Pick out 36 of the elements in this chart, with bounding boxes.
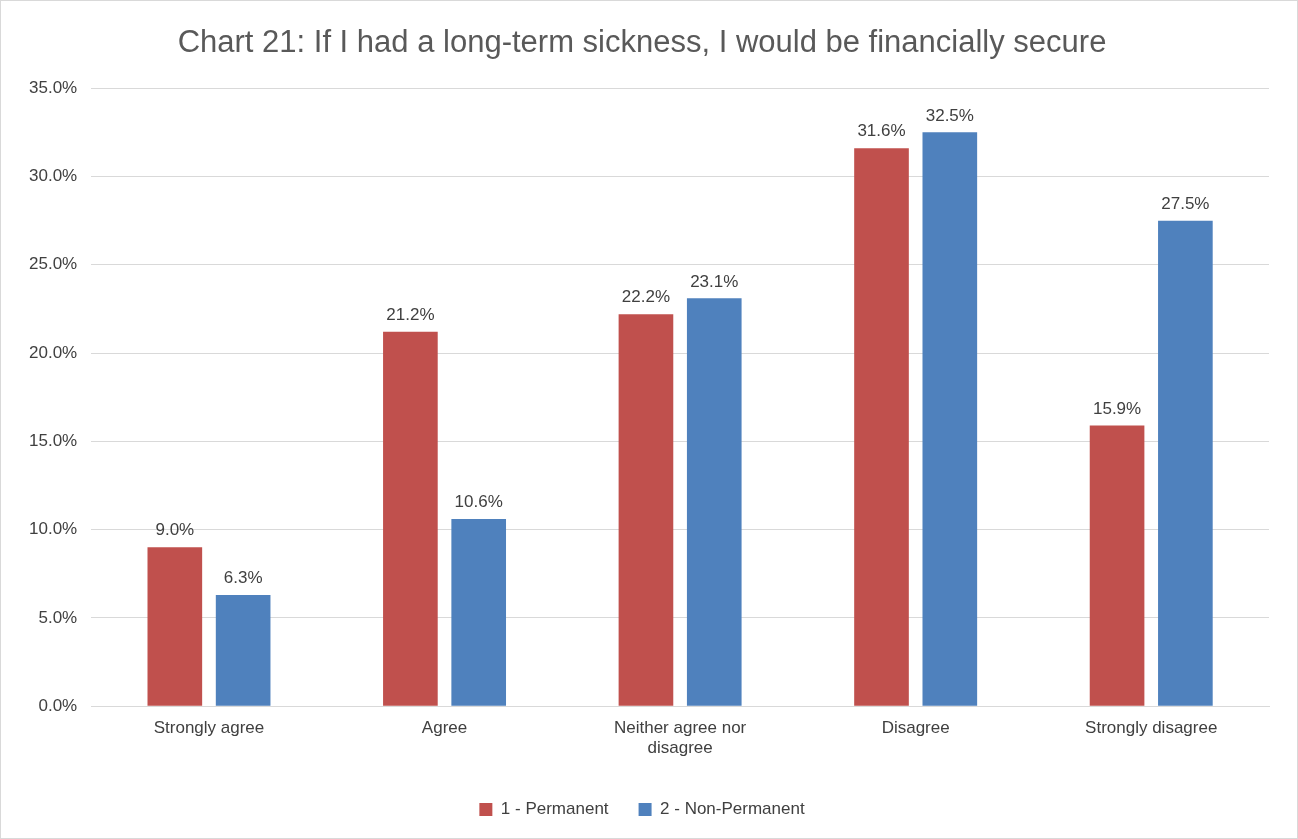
y-tick-label: 0.0% [38,695,78,715]
y-tick-label: 15.0% [29,431,78,451]
x-tick-label: Disagree [881,718,950,738]
y-tick-label: 10.0% [29,519,78,539]
data-label: 10.6% [454,492,503,512]
data-label: 31.6% [857,121,906,141]
bar [854,148,909,706]
legend-label: 2 - Non-Permanent [660,799,805,819]
y-tick-label: 35.0% [29,77,78,97]
bar [1089,425,1145,706]
bar [451,519,507,706]
bar [383,331,438,706]
bar [1158,220,1213,706]
data-label: 15.9% [1092,398,1142,418]
y-tick-label: 5.0% [38,607,78,627]
data-label: 32.5% [925,105,974,125]
x-tick-label: Neither agree nor disagree [613,718,747,758]
data-label: 23.1% [690,271,739,291]
data-label: 27.5% [1161,193,1210,213]
bar [147,547,203,706]
chart-title: Chart 21: If I had a long-term sickness, I would be financially secure [177,24,1107,60]
y-tick-label: 25.0% [29,254,78,274]
bar [215,594,271,706]
data-label: 21.2% [386,305,435,325]
data-label: 9.0% [155,520,195,540]
x-tick-label: Strongly agree [153,718,265,738]
data-label: 6.3% [223,568,263,588]
bar [686,298,742,706]
x-tick-label: Strongly disagree [1085,718,1218,738]
legend-label: 1 - Permanent [500,799,609,819]
data-label: 22.2% [621,287,671,307]
bar [922,132,978,706]
y-tick-label: 30.0% [29,166,78,186]
x-tick-label: Agree [421,718,468,738]
bar [618,314,674,706]
y-tick-label: 20.0% [29,342,78,362]
